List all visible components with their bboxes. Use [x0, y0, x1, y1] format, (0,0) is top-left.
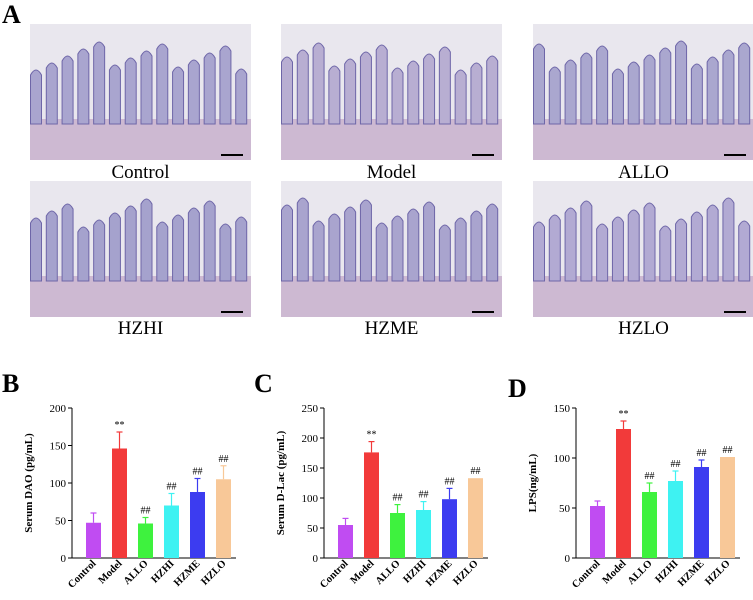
y-tick-label: 50	[307, 523, 319, 535]
bar-control	[590, 506, 605, 558]
x-tick-label: ALLO	[374, 558, 403, 587]
bar-model	[616, 429, 631, 558]
y-tick-label: 0	[565, 553, 571, 565]
micrograph-label: HZLO	[618, 318, 669, 339]
micrograph-control	[30, 24, 251, 160]
significance-label: **	[619, 409, 629, 420]
micrograph-label: HZME	[364, 318, 419, 339]
y-tick-label: 200	[50, 403, 67, 415]
bar-hzhi	[164, 505, 179, 558]
bar-hzlo	[468, 478, 483, 558]
scale-bar	[472, 154, 494, 156]
bar-control	[86, 522, 101, 558]
significance-label: ##	[723, 445, 733, 456]
x-tick-label: ALLO	[122, 558, 151, 587]
bar-hzhi	[416, 510, 431, 558]
bar-hzme	[442, 499, 457, 558]
significance-label: ##	[419, 490, 429, 501]
micrograph-allo	[533, 24, 753, 160]
y-axis-label: Serum DAO (pg/mL)	[23, 433, 35, 533]
panel-letter-a: A	[2, 0, 21, 29]
y-axis-label: LPS(ng/mL)	[527, 453, 539, 512]
scale-bar	[472, 311, 494, 313]
chart-serum-dao: Serum DAO (pg/mL) 0 50 100 150 200 Control ** Mo…	[23, 403, 236, 591]
y-tick-label: 0	[313, 553, 319, 565]
scale-bar	[724, 311, 746, 313]
x-tick-label: Control	[66, 558, 98, 590]
micrograph-label: Model	[366, 162, 417, 183]
x-tick-label: HZME	[172, 558, 202, 588]
x-tick-label: HZLO	[703, 558, 732, 587]
x-tick-label: Control	[570, 558, 602, 590]
x-tick-label: Control	[318, 558, 350, 590]
scale-bar	[221, 154, 243, 156]
chart-lps: LPS(ng/mL) 0 50 100 150 Control ** Model ## ALLO #…	[527, 403, 740, 591]
y-tick-label: 200	[302, 433, 319, 445]
y-tick-label: 250	[302, 403, 319, 415]
significance-label: ##	[671, 459, 681, 470]
scale-bar	[724, 154, 746, 156]
significance-label: ##	[141, 506, 151, 517]
bar-control	[338, 525, 353, 558]
y-tick-label: 150	[302, 463, 319, 475]
significance-label: ##	[645, 471, 655, 482]
bar-allo	[138, 523, 153, 558]
micrograph-hzhi	[30, 181, 251, 317]
bar-hzme	[694, 467, 709, 558]
bar-model	[364, 452, 379, 558]
x-tick-label: ALLO	[626, 558, 655, 587]
significance-label: ##	[393, 493, 403, 504]
x-tick-label: HZME	[676, 558, 706, 588]
y-tick-label: 150	[554, 403, 571, 415]
panel-letter-b: B	[2, 369, 20, 398]
significance-label: ##	[193, 467, 203, 478]
bar-hzlo	[216, 479, 231, 558]
bar-allo	[390, 513, 405, 558]
chart-serum-dlac: Serum D-Lac (pg/mL) 0 50 100 150 200 250 Contro…	[275, 403, 488, 591]
micrograph-label: Control	[111, 162, 170, 183]
panel-letter-d: D	[508, 374, 527, 403]
significance-label: **	[115, 420, 125, 431]
micrograph-label: ALLO	[618, 162, 669, 183]
micrograph-hzlo	[533, 181, 753, 317]
x-tick-label: HZLO	[199, 558, 228, 587]
panel-letter-c: C	[254, 369, 273, 398]
y-tick-label: 100	[554, 453, 571, 465]
y-tick-label: 150	[50, 441, 67, 453]
x-tick-label: Model	[601, 558, 629, 586]
y-tick-label: 50	[559, 503, 571, 515]
significance-label: ##	[219, 454, 229, 465]
micrograph-hzme	[281, 181, 502, 317]
bar-hzlo	[720, 457, 735, 558]
scale-bar	[221, 311, 243, 313]
y-tick-label: 100	[302, 493, 319, 505]
y-tick-label: 50	[55, 516, 67, 528]
y-tick-label: 100	[50, 478, 67, 490]
y-tick-label: 0	[61, 553, 67, 565]
micrograph-label: HZHI	[117, 318, 164, 339]
x-tick-label: HZLO	[451, 558, 480, 587]
bar-model	[112, 448, 127, 558]
x-tick-label: HZME	[424, 558, 454, 588]
significance-label: ##	[471, 466, 481, 477]
significance-label: ##	[697, 448, 707, 459]
x-tick-label: Model	[97, 558, 125, 586]
bar-hzme	[190, 492, 205, 558]
micrograph-model	[281, 24, 502, 160]
x-tick-label: Model	[349, 558, 377, 586]
significance-label: **	[367, 430, 377, 441]
bar-hzhi	[668, 481, 683, 558]
y-axis-label: Serum D-Lac (pg/mL)	[275, 430, 287, 535]
bar-allo	[642, 492, 657, 558]
significance-label: ##	[167, 482, 177, 493]
significance-label: ##	[445, 476, 455, 487]
